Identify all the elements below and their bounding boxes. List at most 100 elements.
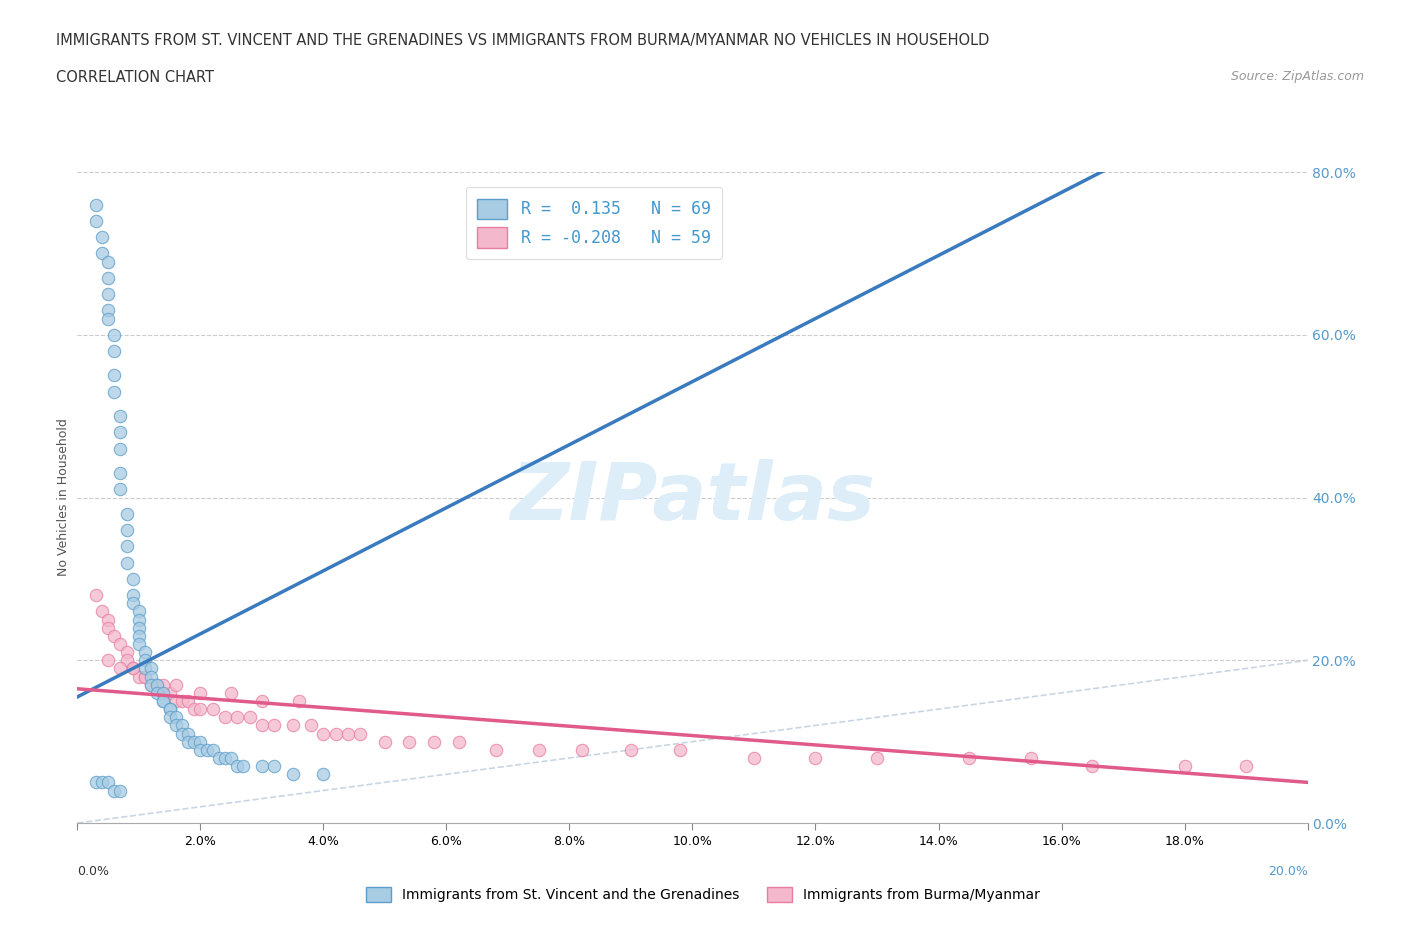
Point (571, 742, 593, 757)
Point (110, 442, 132, 457)
Point (121, 596, 143, 611)
Point (165, 710, 187, 724)
Point (226, 710, 249, 724)
Point (84, 775, 107, 790)
Point (349, 726, 371, 741)
Point (263, 759, 285, 774)
Point (152, 694, 174, 709)
Point (219, 751, 242, 765)
Point (281, 718, 304, 733)
Text: Source: ZipAtlas.com: Source: ZipAtlas.com (1230, 70, 1364, 83)
Point (146, 677, 169, 692)
Point (121, 661, 143, 676)
Point (177, 694, 200, 709)
Point (170, 694, 193, 709)
Point (325, 726, 347, 741)
Point (208, 751, 231, 765)
Point (177, 735, 200, 750)
Text: 20.0%: 20.0% (1268, 865, 1308, 878)
Point (288, 694, 311, 709)
Text: IMMIGRANTS FROM ST. VINCENT AND THE GRENADINES VS IMMIGRANTS FROM BURMA/MYANMAR : IMMIGRANTS FROM ST. VINCENT AND THE GREN… (56, 33, 990, 47)
Y-axis label: No Vehicles in Household: No Vehicles in Household (58, 418, 70, 577)
Point (115, 555, 138, 570)
Point (188, 702, 212, 717)
Point (1019, 751, 1042, 765)
Point (103, 344, 125, 359)
Point (152, 685, 174, 700)
Text: CORRELATION CHART: CORRELATION CHART (56, 70, 214, 85)
Point (128, 629, 150, 644)
Point (128, 670, 150, 684)
Point (90, 775, 114, 790)
Point (97, 653, 120, 668)
Point (1234, 759, 1257, 774)
Point (152, 677, 174, 692)
Point (447, 735, 470, 750)
Legend: Immigrants from St. Vincent and the Grenadines, Immigrants from Burma/Myanmar: Immigrants from St. Vincent and the Gren… (359, 881, 1047, 910)
Point (141, 677, 163, 692)
Point (103, 629, 125, 644)
Point (97, 286, 120, 301)
Legend: R =  0.135   N = 69, R = -0.208   N = 59: R = 0.135 N = 69, R = -0.208 N = 59 (465, 187, 723, 259)
Point (97, 312, 120, 326)
Point (115, 523, 138, 538)
Point (134, 653, 156, 668)
Point (103, 327, 125, 342)
Point (263, 718, 285, 733)
Point (165, 694, 187, 709)
Point (312, 766, 335, 781)
Point (201, 742, 224, 757)
Point (183, 702, 205, 717)
Point (398, 735, 420, 750)
Point (159, 702, 181, 717)
Point (115, 644, 138, 659)
Point (312, 726, 335, 741)
Point (121, 661, 143, 676)
Point (103, 384, 125, 399)
Point (1081, 759, 1104, 774)
Point (90, 604, 114, 619)
Point (134, 670, 156, 684)
Point (165, 677, 187, 692)
Point (219, 685, 242, 700)
Point (159, 710, 181, 724)
Point (742, 751, 765, 765)
Point (84, 197, 107, 212)
Point (152, 694, 174, 709)
Point (97, 303, 120, 318)
Point (804, 751, 827, 765)
Point (214, 751, 236, 765)
Point (110, 466, 132, 481)
Point (134, 644, 156, 659)
Point (374, 735, 396, 750)
Point (337, 726, 360, 741)
Point (669, 742, 692, 757)
Point (84, 588, 107, 603)
Point (159, 702, 181, 717)
Point (226, 759, 249, 774)
Point (177, 726, 200, 741)
Point (121, 572, 143, 587)
Point (250, 694, 273, 709)
Point (128, 637, 150, 652)
Point (620, 742, 643, 757)
Point (134, 661, 156, 676)
Point (170, 718, 193, 733)
Point (97, 254, 120, 269)
Point (110, 409, 132, 424)
Point (121, 588, 143, 603)
Point (423, 735, 446, 750)
Point (183, 735, 205, 750)
Point (232, 759, 254, 774)
Point (115, 653, 138, 668)
Point (115, 507, 138, 522)
Point (110, 637, 132, 652)
Point (90, 246, 114, 261)
Point (110, 425, 132, 440)
Point (866, 751, 889, 765)
Point (97, 612, 120, 627)
Point (188, 735, 212, 750)
Point (299, 718, 322, 733)
Point (84, 214, 107, 229)
Point (103, 783, 125, 798)
